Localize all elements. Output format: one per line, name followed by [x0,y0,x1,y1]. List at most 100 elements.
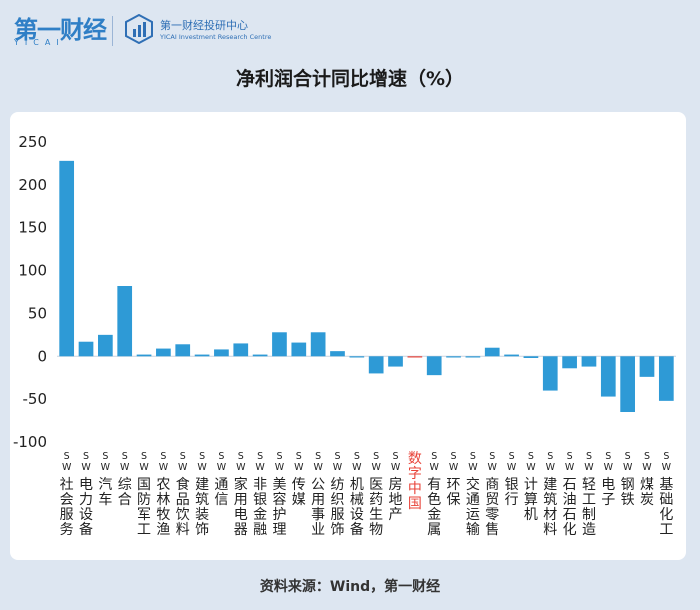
category-label: 钢铁 [621,477,635,508]
bar-21 [465,356,481,358]
y-tick-label: -100 [13,433,47,451]
bar-22 [484,347,500,357]
bar-2 [98,334,113,357]
bar-0 [59,160,75,357]
chart-card: 250 200 150 100 50 0 -50 -100 S W 社会服务 S W 电力设备 S W 汽车 S W… [10,112,686,560]
bar-5 [156,348,171,357]
bar-4 [136,354,152,357]
bar-25 [542,356,558,391]
institute-subtitle: YICAI Investment Research Centre [160,33,272,41]
y-tick-label: -50 [23,390,48,408]
category-label: 房地产 [389,477,403,523]
bar-3 [117,286,133,357]
y-tick-label: 50 [28,304,47,322]
chart-title: 净利润合计同比增速（%） [235,68,465,90]
bar-15 [349,356,365,358]
category-label: 社会服务 [60,477,74,538]
category-label: 食品饮料 [176,476,190,538]
category-label: 基础化工 [659,476,673,538]
bar-18 [407,356,423,358]
bar-12 [291,342,307,357]
category-label: 机械设备 [350,477,364,538]
category-label: 国防军工 [137,477,151,538]
category-label: 建筑材料 [543,477,557,538]
category-label: 公用事业 [311,477,325,538]
y-tick-label: 0 [37,347,47,365]
category-label: 有色金属 [427,477,441,538]
category-label: 汽车 [98,477,112,508]
yicai-logo-sub: YICAI [14,38,65,47]
bar-31 [658,356,674,401]
y-tick-label: 250 [18,133,47,151]
category-label: 轻工制造 [582,477,596,538]
category-label: 非银金融 [253,477,267,538]
bar-7 [194,354,210,357]
bar-16 [368,356,384,374]
bar-13 [310,332,326,357]
bar-19 [426,356,442,376]
category-label: 家用电器 [234,476,248,538]
institute-name: 第一财经投研中心 [160,19,248,32]
category-label: 环保 [447,477,461,508]
category-label: 美容护理 [272,477,286,538]
category-label: 综合 [118,477,132,508]
bar-23 [504,354,519,357]
category-label: 医药生物 [369,477,383,538]
yicai-logo: 第一财经 [14,16,107,44]
bar-28 [600,356,616,397]
bar-10 [252,354,268,357]
category-label: 农林牧渔 [156,477,170,538]
category-label: 石油石化 [563,477,577,538]
bar-14 [330,351,345,357]
research-centre-icon [125,14,153,44]
y-tick-label: 150 [18,219,47,237]
bar-30 [639,356,655,377]
bar-chart: 250 200 150 100 50 0 -50 -100 S W 社会服务 S W 电力设备 S W 汽车 S W… [13,133,676,538]
bar-6 [175,344,191,357]
bar-27 [581,356,597,367]
bar-26 [562,356,577,369]
bar-29 [620,356,635,412]
logo-divider [112,16,113,46]
bar-17 [388,356,403,367]
category-label: 数字中国 [408,451,422,512]
header: 第一财经 YICAI 第一财经投研中心 YICAI Investment Res… [0,0,700,62]
category-label: 通信 [214,477,228,508]
bar-9 [233,343,249,357]
y-tick-label: 200 [18,176,47,194]
bar-24 [523,356,539,358]
category-label: 传媒 [292,477,306,508]
bar-1 [78,341,94,357]
source-note: 资料来源：Wind，第一财经 [259,579,441,595]
category-label: 电力设备 [79,477,93,538]
category-label: 电子 [601,477,615,508]
category-label: 建筑装饰 [195,477,209,538]
